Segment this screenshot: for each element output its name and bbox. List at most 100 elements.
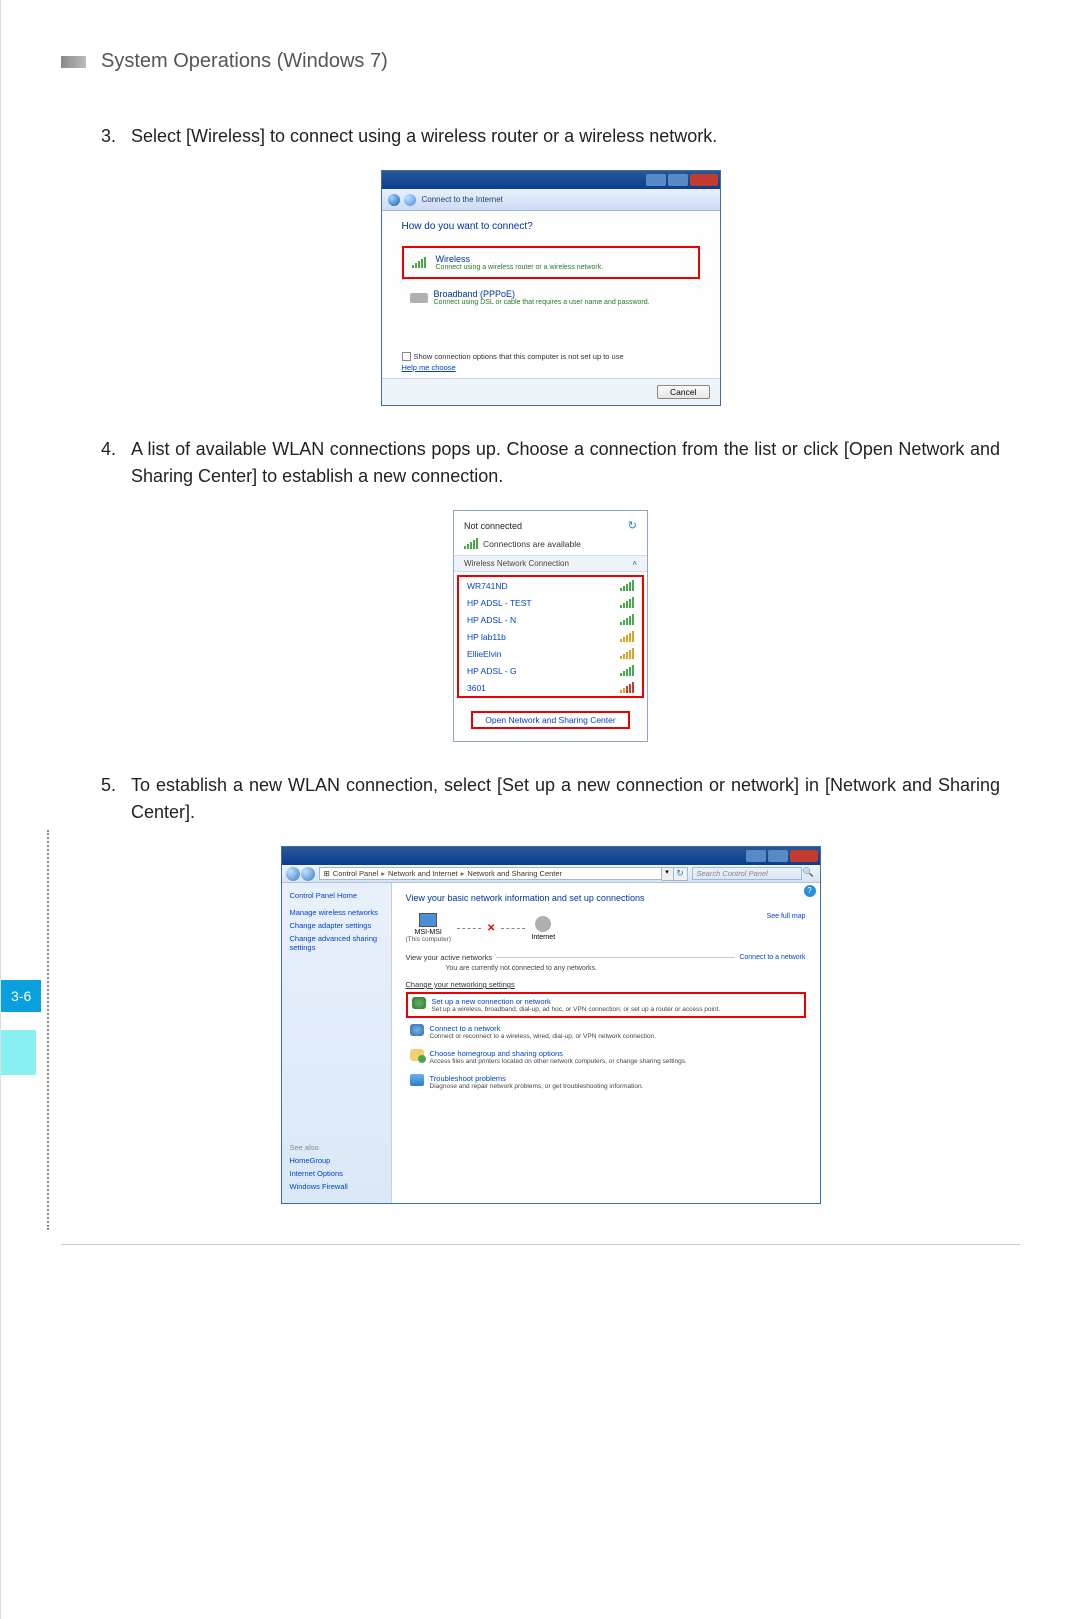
sidebar-link[interactable]: HomeGroup bbox=[290, 1156, 383, 1165]
checkbox-label: Show connection options that this comput… bbox=[414, 352, 624, 361]
minimize-button[interactable] bbox=[746, 850, 766, 862]
instruction-3: 3. Select [Wireless] to connect using a … bbox=[101, 123, 1000, 150]
sidebar-link[interactable]: Change adapter settings bbox=[290, 921, 383, 930]
task-desc: Set up a wireless, broadband, dial-up, a… bbox=[432, 1006, 721, 1013]
page-header: System Operations (Windows 7) bbox=[61, 50, 1020, 73]
available-text: Connections are available bbox=[483, 539, 581, 549]
close-button[interactable] bbox=[790, 850, 818, 862]
pppoe-option[interactable]: Broadband (PPPoE) Connect using DSL or c… bbox=[402, 283, 700, 312]
task-item[interactable]: Set up a new connection or networkSet up… bbox=[406, 992, 806, 1018]
wireless-option[interactable]: Wireless Connect using a wireless router… bbox=[402, 246, 700, 279]
node-sublabel: (This computer) bbox=[406, 936, 452, 943]
document-page: System Operations (Windows 7) 3-6 3. Sel… bbox=[0, 0, 1080, 1619]
dialog-breadcrumb: Connect to the Internet bbox=[382, 189, 720, 211]
task-item[interactable]: Troubleshoot problemsDiagnose and repair… bbox=[406, 1071, 806, 1093]
task-title: Connect to a network bbox=[430, 1024, 657, 1033]
close-button[interactable] bbox=[690, 174, 718, 186]
network-item[interactable]: HP ADSL - TEST bbox=[459, 594, 642, 611]
network-item[interactable]: HP lab11b bbox=[459, 628, 642, 645]
task-item[interactable]: Connect to a networkConnect or reconnect… bbox=[406, 1021, 806, 1043]
instruction-5: 5. To establish a new WLAN connection, s… bbox=[101, 772, 1000, 826]
sidebar-link[interactable]: Windows Firewall bbox=[290, 1182, 383, 1191]
step-text: Select [Wireless] to connect using a wir… bbox=[131, 123, 1000, 150]
connect-link[interactable]: Connect to a network bbox=[739, 954, 805, 961]
refresh-icon[interactable]: ↻ bbox=[674, 867, 688, 881]
instruction-4: 4. A list of available WLAN connections … bbox=[101, 436, 1000, 490]
network-name: 3601 bbox=[467, 683, 486, 693]
refresh-icon[interactable]: ↻ bbox=[628, 519, 637, 532]
net-icon bbox=[410, 1024, 424, 1036]
task-desc: Diagnose and repair network problems, or… bbox=[430, 1083, 644, 1090]
breadcrumb-segment[interactable]: Network and Internet bbox=[388, 869, 458, 878]
pppoe-desc: Connect using DSL or cable that requires… bbox=[434, 299, 650, 306]
signal-icon bbox=[620, 648, 634, 659]
see-full-map-link[interactable]: See full map bbox=[767, 913, 806, 920]
see-also-label: See also bbox=[290, 1143, 383, 1152]
connection-status: Not connected bbox=[464, 521, 522, 531]
signal-icon bbox=[620, 580, 634, 591]
help-link[interactable]: Help me choose bbox=[402, 363, 700, 372]
open-center-link[interactable]: Open Network and Sharing Center bbox=[471, 711, 629, 729]
footer-rule bbox=[61, 1244, 1020, 1245]
dropdown-icon[interactable]: ▾ bbox=[662, 867, 674, 881]
show-options-row[interactable]: Show connection options that this comput… bbox=[402, 352, 700, 361]
dialog-question: How do you want to connect? bbox=[402, 221, 700, 232]
internet-icon bbox=[535, 916, 551, 932]
computer-icon bbox=[419, 913, 437, 927]
network-item[interactable]: WR741ND bbox=[459, 577, 642, 594]
network-name: HP lab11b bbox=[467, 632, 506, 642]
task-desc: Connect or reconnect to a wireless, wire… bbox=[430, 1033, 657, 1040]
step-number: 4. bbox=[101, 436, 131, 490]
back-icon[interactable] bbox=[388, 194, 400, 206]
minimize-button[interactable] bbox=[646, 174, 666, 186]
network-item[interactable]: 3601 bbox=[459, 679, 642, 696]
network-map: See full map MSI-MSI (This computer) ✕ bbox=[406, 913, 806, 943]
pppoe-title: Broadband (PPPoE) bbox=[434, 289, 650, 299]
signal-icon bbox=[620, 597, 634, 608]
collapse-icon[interactable]: ˄ bbox=[632, 559, 637, 568]
step-number: 5. bbox=[101, 772, 131, 826]
forward-button[interactable] bbox=[301, 867, 315, 881]
sidebar-link[interactable]: Change advanced sharing settings bbox=[290, 934, 383, 952]
margin-dots bbox=[47, 830, 49, 1230]
page-number-tab: 3-6 bbox=[1, 980, 41, 1012]
network-name: WR741ND bbox=[467, 581, 508, 591]
signal-icon bbox=[620, 631, 634, 642]
back-button[interactable] bbox=[286, 867, 300, 881]
breadcrumb-segment[interactable]: Network and Sharing Center bbox=[467, 869, 562, 878]
connect-internet-dialog: Connect to the Internet How do you want … bbox=[381, 170, 721, 406]
network-name: HP ADSL - G bbox=[467, 666, 517, 676]
wireless-desc: Connect using a wireless router or a wir… bbox=[436, 264, 604, 271]
search-icon[interactable]: 🔍 bbox=[802, 867, 816, 881]
network-item[interactable]: HP ADSL - N bbox=[459, 611, 642, 628]
sidebar-link[interactable]: Manage wireless networks bbox=[290, 908, 383, 917]
nav-buttons bbox=[286, 867, 315, 881]
control-panel-window: ⊞Control Panel▸Network and Internet▸Netw… bbox=[281, 846, 821, 1204]
signal-icon bbox=[464, 538, 478, 549]
breadcrumb-path[interactable]: ⊞Control Panel▸Network and Internet▸Netw… bbox=[319, 867, 662, 880]
checkbox-icon[interactable] bbox=[402, 352, 411, 361]
task-item[interactable]: Choose homegroup and sharing optionsAcce… bbox=[406, 1046, 806, 1068]
cp-home-link[interactable]: Control Panel Home bbox=[290, 891, 383, 900]
maximize-button[interactable] bbox=[768, 850, 788, 862]
side-tab bbox=[1, 1030, 36, 1075]
wireless-title: Wireless bbox=[436, 254, 604, 264]
breadcrumb-segment[interactable]: Control Panel bbox=[333, 869, 378, 878]
network-popup: Not connected ↻ Connections are availabl… bbox=[453, 510, 648, 742]
network-name: HP ADSL - TEST bbox=[467, 598, 532, 608]
header-decoration bbox=[61, 56, 86, 68]
step-text: A list of available WLAN connections pop… bbox=[131, 436, 1000, 490]
modem-icon bbox=[410, 289, 428, 303]
search-input[interactable]: Search Control Panel bbox=[692, 867, 802, 880]
help-icon[interactable]: ? bbox=[804, 885, 816, 897]
signal-icon bbox=[620, 682, 634, 693]
maximize-button[interactable] bbox=[668, 174, 688, 186]
cancel-button[interactable]: Cancel bbox=[657, 385, 709, 399]
network-item[interactable]: EllieElvin bbox=[459, 645, 642, 662]
network-name: HP ADSL - N bbox=[467, 615, 516, 625]
sidebar-link[interactable]: Internet Options bbox=[290, 1169, 383, 1178]
address-bar: ⊞Control Panel▸Network and Internet▸Netw… bbox=[282, 865, 820, 883]
network-item[interactable]: HP ADSL - G bbox=[459, 662, 642, 679]
active-networks-label: View your active networks bbox=[406, 953, 493, 962]
globe-icon bbox=[404, 194, 416, 206]
